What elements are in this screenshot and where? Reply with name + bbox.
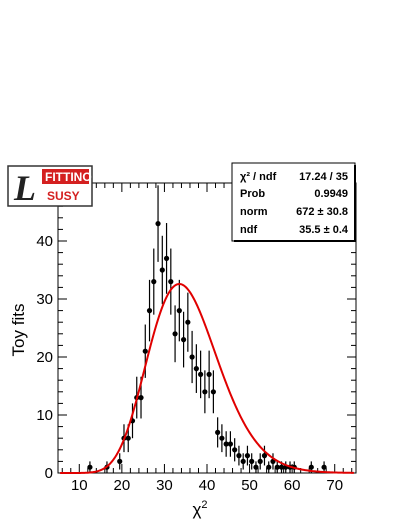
stats-row-label: ndf [240,224,257,236]
x-tick-label: 20 [114,477,131,494]
data-point [198,371,204,377]
stats-row-value: 17.24 / 35 [299,171,348,183]
y-axis-title: Toy fits [9,304,28,357]
tick-labels: 10 20 30 40 50 60 70 0 10 20 30 40 [36,233,343,494]
data-point [163,255,170,261]
x-axis-title-base: χ [192,500,201,519]
x-tick-label: 50 [241,477,258,494]
data-point [227,441,234,447]
y-tick-label: 40 [36,233,53,250]
x-tick-label: 70 [326,477,343,494]
data-point [253,464,259,470]
data-point [168,279,174,285]
stats-box: χ² / ndf 17.24 / 35 Prob 0.9949 norm 672… [231,162,356,242]
logo-top-text: FITTINO [45,170,92,184]
data-point [146,308,153,314]
data-point [125,435,131,441]
data-point [176,308,182,314]
data-point [223,441,229,447]
data-point [185,319,191,325]
stats-row-label: Prob [240,188,265,200]
data-point [159,267,165,273]
data-point [142,348,148,354]
logo-letter: L [13,168,36,208]
data-point [236,453,242,459]
data-point [215,429,221,435]
y-tick-label: 30 [36,291,53,308]
data-point [257,458,263,464]
data-point [210,389,216,395]
data-point [189,354,195,360]
x-axis-title: χ2 [192,499,207,519]
data-point [202,389,208,395]
x-axis-title-sup: 2 [201,499,207,511]
data-point [117,458,123,464]
data-point [266,464,272,470]
data-point [151,279,157,285]
fittino-susy-logo: L FITTINO SUSY [7,165,93,208]
x-tick-label: 60 [284,477,301,494]
x-tick-label: 10 [71,477,88,494]
stats-row-label: χ² / ndf [240,171,277,183]
data-point [155,221,161,227]
stats-row-value: 672 ± 30.8 [296,206,348,218]
data-point [206,371,212,377]
data-points [87,221,327,470]
y-tick-label: 0 [45,465,53,482]
data-point [261,453,268,459]
stats-row-value: 0.9949 [314,188,348,200]
x-tick-label: 40 [199,477,216,494]
data-point [274,464,280,470]
x-tick-label: 30 [156,477,173,494]
y-tick-label: 10 [36,407,53,424]
data-point [278,464,285,470]
data-point [138,395,144,401]
fit-curve [60,282,354,474]
data-point [172,331,178,337]
logo-top-band [42,169,89,184]
stats-row-value: 35.5 ± 0.4 [299,224,349,236]
logo-bottom-text: SUSY [47,189,80,203]
data-point [193,366,199,372]
data-point [249,458,255,464]
data-point [219,435,225,441]
y-tick-label: 20 [36,349,53,366]
stats-row-label: norm [240,206,268,218]
data-point [232,447,238,453]
data-point [244,453,251,459]
data-point [321,464,327,470]
data-point [180,337,187,343]
data-point [240,458,246,464]
data-point [308,464,314,470]
data-point [87,464,93,470]
